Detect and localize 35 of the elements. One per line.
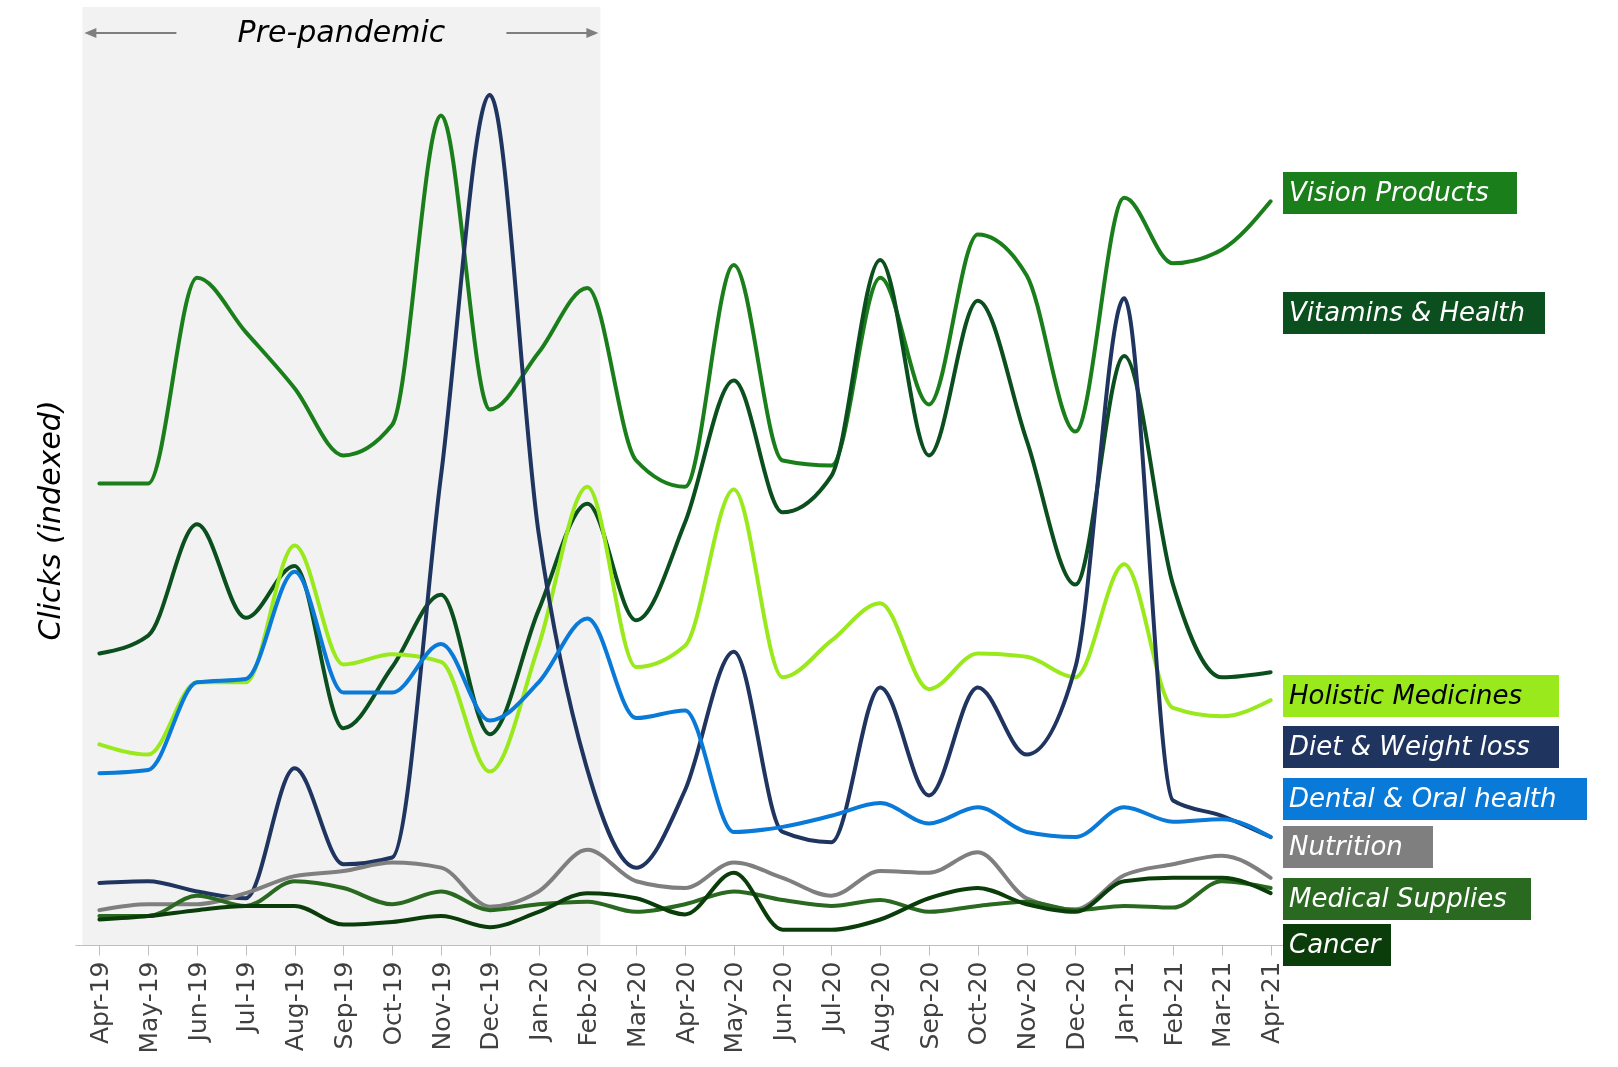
x-tick-label: Nov-20 [1012,961,1042,1051]
text: Vitamins & Health [1289,297,1525,327]
x-tick-label: Jul-20 [816,961,846,1035]
series-label: Vision Products [1289,177,1489,207]
x-tick-label: May-20 [719,961,749,1054]
x-tick-label: Feb-20 [572,961,602,1047]
y-axis-title: Clicks (indexed) [31,400,67,641]
x-tick-label: Oct-19 [377,961,407,1046]
x-tick-label: Jan-20 [524,961,554,1043]
x-tick-label: Mar-20 [621,961,651,1048]
x-tick-label: Jun-19 [182,961,212,1044]
x-tick-label: Oct-20 [963,961,993,1046]
x-tick-label: May-19 [133,961,163,1054]
series-label: Dental & Oral health [1289,783,1557,813]
x-tick-label: Dec-20 [1060,961,1090,1051]
band-label: Pre-pandemic [237,14,446,49]
x-tick-label: Aug-20 [865,961,895,1052]
x-tick-label: Sep-20 [914,961,944,1050]
x-tick-label: Apr-20 [670,961,700,1044]
series-label: Nutrition [1289,831,1403,861]
series-label: Medical Supplies [1289,883,1507,913]
x-tick-label: Mar-21 [1207,961,1237,1048]
x-tick-label: Jul-19 [231,961,261,1035]
x-tick-label: Aug-19 [280,961,310,1052]
x-tick-label: Dec-19 [475,961,505,1051]
x-tick-label: Sep-19 [328,961,358,1050]
x-tick-label: Jan-21 [1109,961,1139,1043]
x-tick-label: Feb-21 [1158,961,1188,1047]
x-tick-label: Apr-19 [84,961,114,1044]
text: Diet & Weight loss [1289,731,1530,761]
series-label: Cancer [1289,929,1383,959]
series-label: Holistic Medicines [1289,680,1523,710]
x-tick-label: Nov-19 [426,961,456,1051]
x-tick-label: Apr-21 [1256,961,1286,1044]
x-tick-label: Jun-20 [768,961,798,1044]
